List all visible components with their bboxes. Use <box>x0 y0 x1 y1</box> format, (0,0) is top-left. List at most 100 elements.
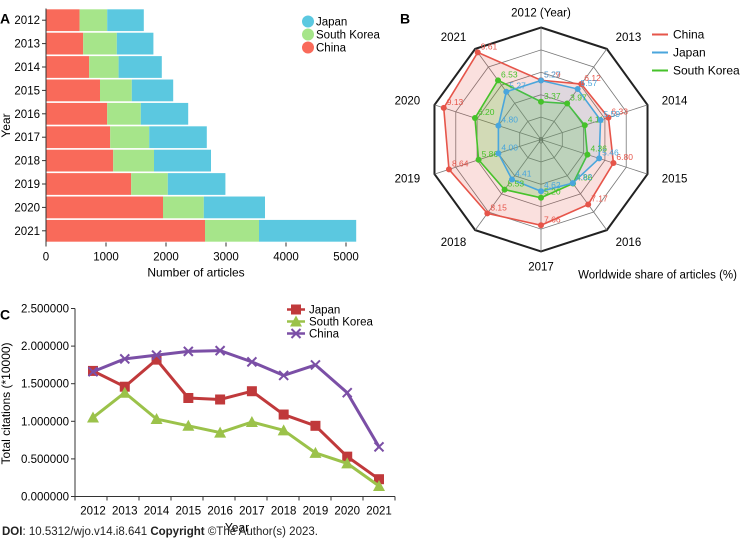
y-tick-label: 2014 <box>14 62 40 74</box>
spoke <box>540 104 648 140</box>
radar-point <box>584 151 591 158</box>
radar-axis-label: 2012 (Year) <box>511 8 571 20</box>
line-point-japan <box>278 409 289 420</box>
bar-south-korea-2016 <box>107 102 141 125</box>
bar-japan-2021 <box>259 219 357 242</box>
x-tick-label: 2019 <box>303 506 329 518</box>
radar-value-label: 5.57 <box>581 78 598 88</box>
line-point-china <box>278 370 289 381</box>
legend-label: China <box>309 329 340 341</box>
radar-value-label: 4.86 <box>576 173 593 183</box>
radar-point <box>585 201 592 208</box>
line-point-south-korea <box>341 457 354 469</box>
bar-south-korea-2020 <box>163 196 204 219</box>
doi-value: : 10.5312/wjo.v14.i8.641 <box>22 526 151 538</box>
radar-axis-label: 2021 <box>441 32 467 44</box>
line-point-south-korea <box>182 419 195 431</box>
radar-point <box>578 81 585 88</box>
radar-point <box>495 77 502 84</box>
bar-south-korea-2017 <box>110 126 150 149</box>
line-point-japan <box>183 392 194 403</box>
radar-value-label: 4.82 <box>576 172 593 182</box>
bar-south-korea-2013 <box>83 32 117 55</box>
radar-point <box>471 115 478 122</box>
radar-value-label: 3.37 <box>544 91 561 101</box>
radar-value-label: 9.13 <box>447 97 464 107</box>
center-label: 0 <box>538 136 543 146</box>
radar-axis-label: 2019 <box>395 174 421 186</box>
y-axis-title: Total citations (*10000) <box>0 342 13 464</box>
line-point-japan <box>151 354 162 365</box>
radar-point <box>484 210 491 217</box>
radar-point <box>538 98 544 105</box>
radar-point <box>538 77 544 84</box>
panel-b: 0 5.29 6.12 6.33 6.80 7.17 7.66 8.15 8.64 9.13 9.6… <box>395 8 740 282</box>
radar-value-label: 4.36 <box>590 144 607 154</box>
radar-point <box>596 155 603 162</box>
radar-point <box>538 222 544 229</box>
y-tick-label: 2018 <box>14 156 40 168</box>
line-point-japan <box>310 420 321 431</box>
radar-value-label: 5.59 <box>604 109 621 119</box>
line-point-south-korea <box>245 416 258 428</box>
legend-marker-china <box>290 328 302 339</box>
radar-value-label: 5.86 <box>482 149 499 159</box>
bar-south-korea-2014 <box>89 56 119 78</box>
line-point-south-korea <box>309 446 322 458</box>
radar-point <box>474 49 481 56</box>
line-point-china <box>246 356 258 368</box>
spoke <box>434 104 542 140</box>
bar-china-2013 <box>46 32 84 55</box>
radar-axis-label: 2015 <box>662 174 688 186</box>
line-point-japan <box>119 381 130 392</box>
x-tick-label: 2016 <box>207 506 233 518</box>
y-axis-title: Year <box>0 113 13 137</box>
x-tick-label: 4000 <box>273 252 299 264</box>
radar-value-label: 4.11 <box>588 114 604 124</box>
line-series-japan <box>92 357 380 481</box>
bar-japan-2014 <box>118 56 162 78</box>
legend-label: China <box>316 43 347 55</box>
radar-value-label: 5.46 <box>602 147 619 157</box>
bar-china-2014 <box>46 56 90 78</box>
legend-marker-south-korea <box>302 28 314 41</box>
radar-value-label: 6.53 <box>501 69 518 79</box>
radar-value-label: 4.62 <box>544 180 561 190</box>
line-series-south-korea <box>92 390 380 488</box>
legend-marker-japan <box>302 15 314 28</box>
bar-south-korea-2019 <box>131 173 168 195</box>
bar-china-2020 <box>46 196 163 219</box>
y-tick-label: 2.000000 <box>21 341 69 353</box>
x-tick-label: 1000 <box>93 252 119 264</box>
x-tick-label: 2017 <box>239 506 265 518</box>
x-tick-label: 2000 <box>153 252 179 264</box>
bar-south-korea-2021 <box>205 219 259 242</box>
bar-japan-2020 <box>203 196 265 219</box>
x-tick-label: 2013 <box>112 506 138 518</box>
bar-japan-2012 <box>107 9 144 32</box>
radar-value-label: 5.27 <box>544 69 561 79</box>
bar-japan-2015 <box>131 79 174 102</box>
spoke <box>474 48 542 140</box>
bar-japan-2017 <box>149 126 207 149</box>
radar-value-label: 5.27 <box>509 81 526 91</box>
radar-axis-label: 2016 <box>616 237 642 249</box>
radar-point <box>574 86 581 93</box>
bar-japan-2013 <box>116 32 154 55</box>
bar-china-2016 <box>46 102 108 125</box>
radar-value-label: 5.29 <box>544 69 561 79</box>
radar-value-label: 4.00 <box>501 142 518 152</box>
radar-point <box>538 194 544 201</box>
bar-south-korea-2012 <box>79 9 108 32</box>
radar-point <box>610 160 617 167</box>
radar-point <box>538 188 544 195</box>
legend-marker-china <box>302 41 314 54</box>
line-point-south-korea <box>87 411 99 423</box>
bar-south-korea-2015 <box>100 79 132 102</box>
radar-axis-label: 2017 <box>528 262 554 274</box>
radar-value-label: 5.53 <box>508 179 525 189</box>
line-point-japan <box>374 474 384 485</box>
line-point-china <box>119 353 130 365</box>
footer: DOI: 10.5312/wjo.v14.i8.641 Copyright ©T… <box>2 526 318 538</box>
